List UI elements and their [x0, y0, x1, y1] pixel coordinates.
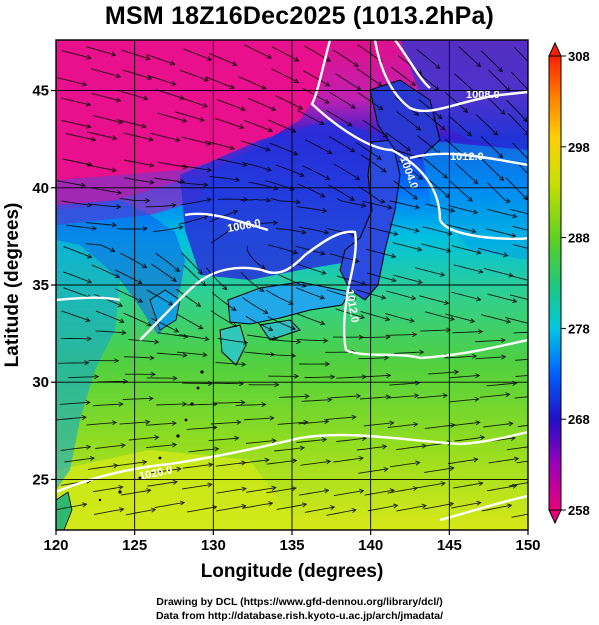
colorbar: 308 298 288 278 268 258 — [548, 41, 590, 525]
colorbar-max-arrow — [548, 41, 562, 57]
map-title: MSM 18Z16Dec2025 (1013.2hPa) — [104, 2, 495, 30]
colorbar-tick-label: 258 — [568, 503, 590, 518]
footer-credit-data: Data from http://database.rish.kyoto-u.a… — [155, 610, 444, 622]
colorbar-scale — [548, 55, 562, 511]
colorbar-tick-label: 308 — [568, 49, 590, 64]
x-tick-label: 125 — [122, 537, 147, 554]
lat-lon-grid — [56, 40, 528, 530]
wind-streamlines — [56, 44, 528, 518]
x-tick-label: 120 — [43, 537, 68, 554]
isobar-label: 1008.0 — [466, 89, 500, 101]
isobar-label: 1012.0 — [343, 288, 361, 323]
y-axis-label: Latitude (degrees) — [2, 203, 23, 368]
y-tick-label: 25 — [32, 471, 49, 488]
x-tick-label: 150 — [515, 537, 540, 554]
isobar-label: 1012.0 — [450, 151, 484, 163]
y-tick-label: 30 — [32, 374, 49, 391]
isobar-lines — [56, 40, 528, 522]
isobar-label: 1000.0 — [226, 217, 261, 235]
colorbar-tick-label: 288 — [568, 231, 590, 246]
colorbar-tick-label: 298 — [568, 140, 590, 155]
colorbar-tick-label: 278 — [568, 321, 590, 336]
x-axis-label: Longitude (degrees) — [201, 561, 384, 582]
footer-credit-dcl: Drawing by DCL (https://www.gfd-dennou.o… — [156, 596, 443, 608]
y-tick-label: 45 — [32, 83, 49, 100]
y-tick-label: 35 — [32, 277, 49, 294]
colorbar-min-arrow — [548, 509, 562, 525]
x-tick-label: 135 — [279, 537, 304, 554]
colorbar-tick-label: 268 — [568, 412, 590, 427]
x-tick-label: 145 — [437, 537, 462, 554]
x-tick-label: 130 — [201, 537, 226, 554]
axis-ticks: 120 125 130 135 140 145 150 25 30 35 40 45 — [32, 83, 540, 554]
y-tick-label: 40 — [32, 180, 49, 197]
x-tick-label: 140 — [358, 537, 383, 554]
